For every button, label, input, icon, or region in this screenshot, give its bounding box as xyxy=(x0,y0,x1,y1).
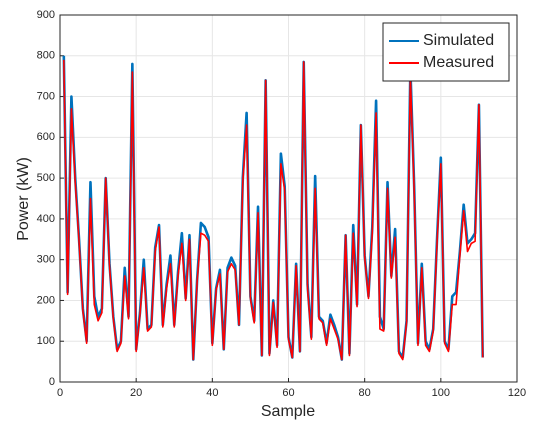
legend-label: Measured xyxy=(423,54,494,71)
plot-frame xyxy=(59,14,518,383)
x-tick-label: 120 xyxy=(508,387,526,399)
y-tick-label: 100 xyxy=(37,335,55,347)
y-tick-label: 800 xyxy=(37,50,55,62)
x-tick-label: 20 xyxy=(130,387,142,399)
legend-box xyxy=(382,22,510,82)
x-axis-label: Sample xyxy=(261,403,315,420)
x-tick-label: 40 xyxy=(206,387,218,399)
y-tick-label: 900 xyxy=(37,9,55,21)
y-axis-label: Power (kW) xyxy=(15,157,32,241)
y-tick-label: 700 xyxy=(37,90,55,102)
x-tick-label: 100 xyxy=(432,387,450,399)
x-tick-label: 60 xyxy=(282,387,294,399)
legend-label: Simulated xyxy=(423,32,494,49)
y-tick-label: 200 xyxy=(37,294,55,306)
y-tick-label: 300 xyxy=(37,254,55,266)
y-tick-label: 500 xyxy=(37,172,55,184)
x-tick-label: 80 xyxy=(359,387,371,399)
x-tick-label: 0 xyxy=(57,387,63,399)
y-tick-label: 0 xyxy=(49,376,55,388)
y-tick-label: 400 xyxy=(37,213,55,225)
y-tick-label: 600 xyxy=(37,131,55,143)
series-line xyxy=(63,59,484,361)
